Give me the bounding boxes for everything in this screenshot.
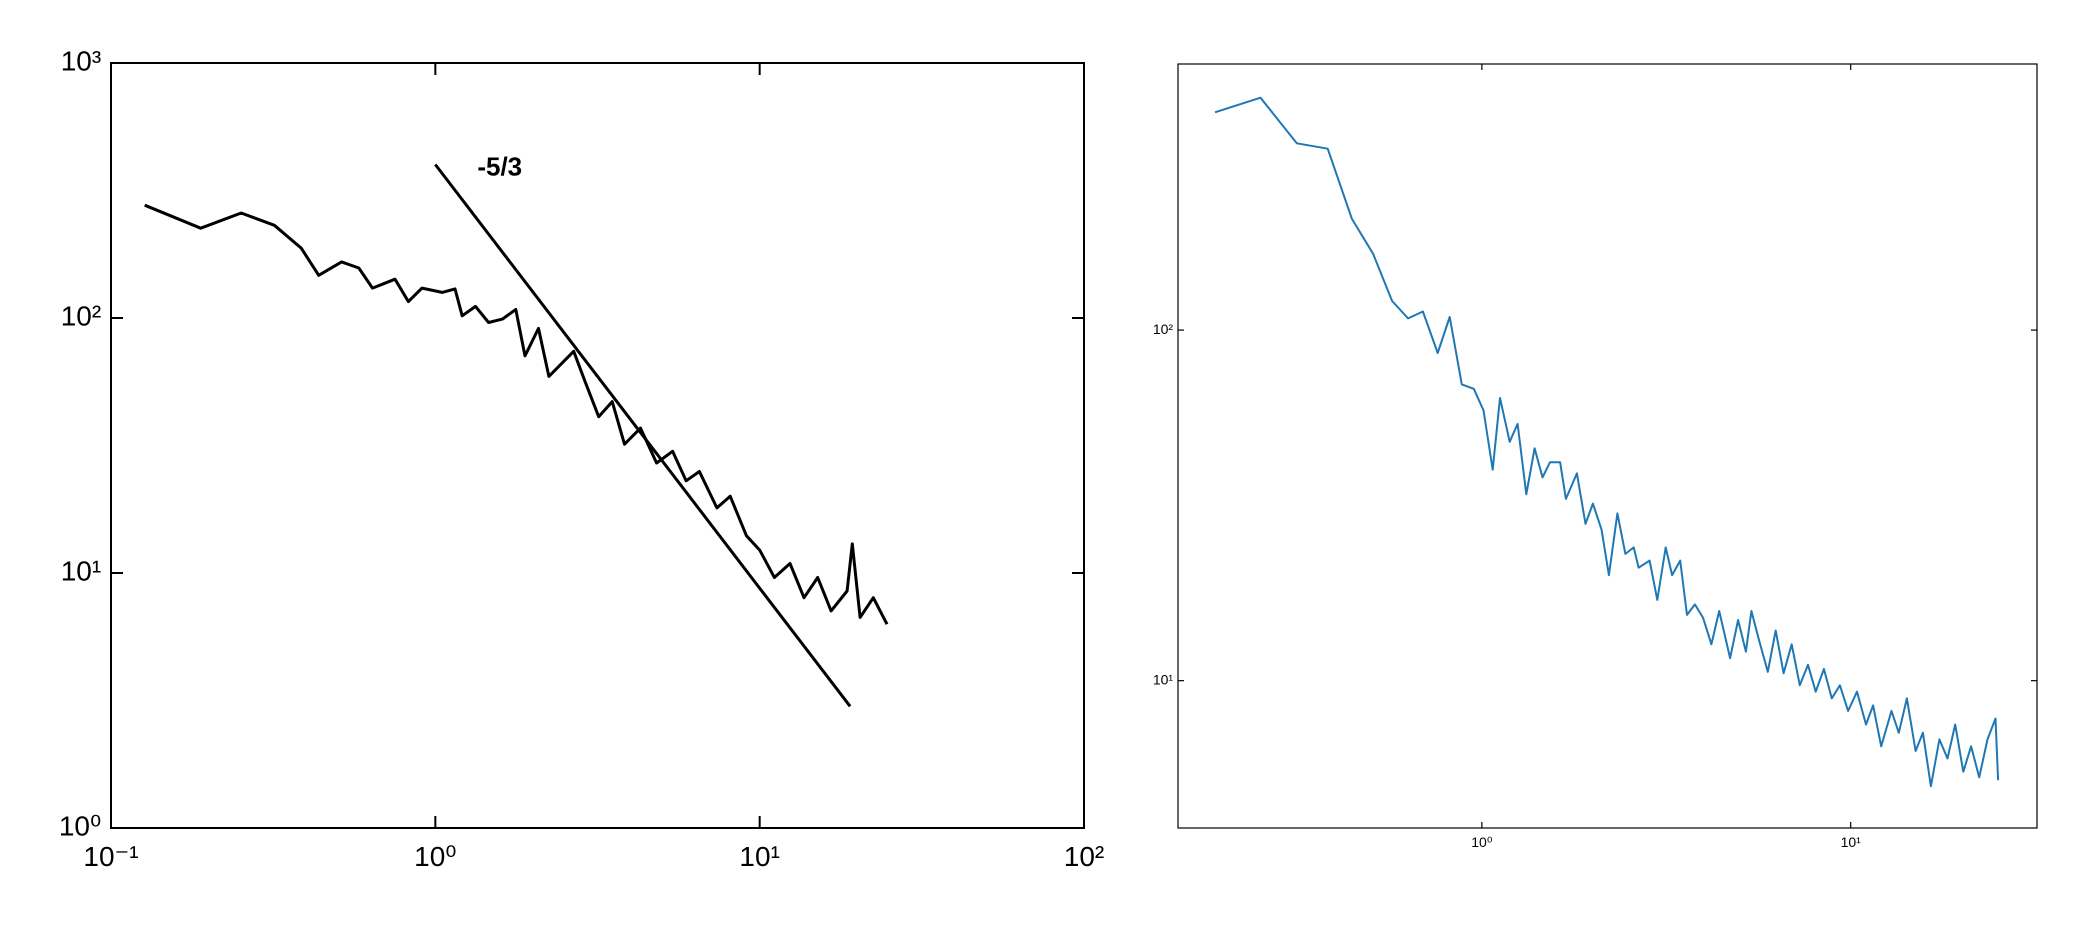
y-tick-label: 10¹ bbox=[61, 555, 101, 586]
y-tick-label: 10¹ bbox=[1153, 671, 1174, 687]
x-tick-label: 10⁰ bbox=[414, 841, 456, 872]
data-line bbox=[144, 203, 889, 625]
x-tick-label: 10⁰ bbox=[1471, 834, 1493, 850]
x-tick-label: 10¹ bbox=[739, 841, 779, 872]
slope-annotation: -5/3 bbox=[477, 151, 522, 181]
x-tick-label: 10⁻¹ bbox=[83, 841, 138, 872]
y-tick-label: 10² bbox=[1153, 321, 1174, 337]
x-tick-label: 10¹ bbox=[1841, 834, 1862, 850]
y-tick-label: 10² bbox=[61, 300, 101, 331]
x-tick-label: 10² bbox=[1064, 841, 1104, 872]
reference-line bbox=[434, 163, 852, 708]
plot-frame bbox=[1177, 63, 2038, 829]
y-tick-label: 10⁰ bbox=[59, 810, 101, 841]
y-tick-label: 10³ bbox=[61, 45, 101, 76]
data-line bbox=[1214, 96, 2000, 788]
plot-frame bbox=[110, 62, 1085, 829]
